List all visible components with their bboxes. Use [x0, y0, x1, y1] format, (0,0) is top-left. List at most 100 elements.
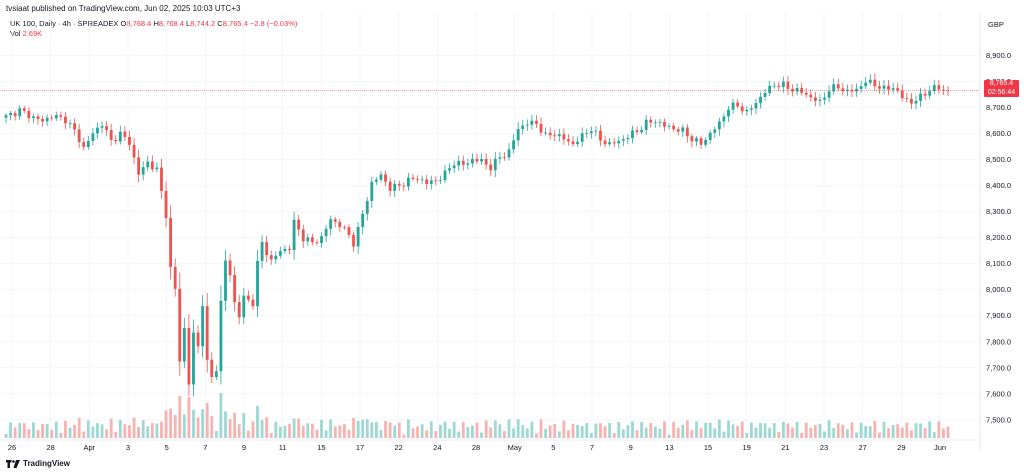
y-tick-label: 7,700.0 [986, 363, 1011, 372]
volume-bar [919, 423, 922, 438]
volume-legend[interactable]: Vol 2.69K [10, 29, 42, 38]
volume-bar [452, 421, 456, 438]
candle-body [233, 275, 237, 303]
candle-body [59, 115, 63, 117]
candle-body [379, 174, 383, 180]
candle-body [942, 89, 945, 91]
volume-bar [484, 420, 488, 438]
candle-body [672, 125, 676, 130]
x-tick-label: 22 [394, 443, 402, 452]
volume-bar [27, 429, 31, 438]
ohlc-open-value: 8,768.4 [126, 19, 152, 28]
volume-bar [256, 405, 259, 438]
candle-body [438, 179, 442, 181]
volume-bar [365, 419, 369, 438]
candle-body [626, 138, 630, 140]
candle-body [269, 255, 273, 260]
volume-bar [393, 425, 397, 438]
candle-body [818, 99, 822, 101]
candle-body [731, 102, 735, 110]
candle-body [571, 141, 575, 145]
candle-body [393, 183, 397, 191]
volume-bar [813, 425, 817, 438]
volume-bar [937, 421, 941, 438]
volume-bar [589, 432, 593, 438]
candle-body [429, 180, 433, 184]
volume-bar [731, 424, 735, 438]
currency-label[interactable]: GBP [988, 20, 1004, 29]
candle-body [809, 94, 813, 98]
candle-body [100, 126, 104, 128]
candle-body [150, 161, 154, 170]
candle-body [562, 134, 566, 140]
candle-body [118, 131, 122, 142]
volume-bar [932, 432, 936, 438]
candle-body [365, 200, 369, 214]
volume-bar [73, 424, 77, 438]
candle-body [164, 190, 168, 218]
candle-body [900, 90, 904, 99]
volume-bar [640, 422, 644, 438]
candle-body [484, 158, 488, 165]
candle-body [425, 179, 429, 184]
candle-body [548, 132, 552, 136]
candle-body [388, 181, 392, 191]
volume-bar [882, 421, 886, 438]
volume-bar [512, 428, 516, 438]
volume-bar [246, 430, 250, 438]
volume-bar [425, 430, 429, 438]
candle-body [251, 299, 255, 307]
volume-bar [352, 417, 355, 438]
y-tick-label: 8,200.0 [986, 233, 1011, 242]
volume-bar [315, 429, 319, 438]
candle-body [914, 100, 918, 104]
volume-bar [233, 412, 237, 438]
x-tick-label: Apr [83, 443, 95, 452]
volume-bar [841, 424, 845, 438]
candle-body [457, 160, 461, 166]
candle-body [763, 93, 767, 97]
candle-body [493, 158, 497, 171]
x-tick-label: 27 [858, 443, 866, 452]
volume-bar [859, 422, 863, 438]
candle-body [54, 115, 58, 119]
volume-bar [155, 423, 159, 438]
candle-body [105, 126, 109, 131]
candle-body [420, 179, 424, 181]
candle-body [374, 179, 378, 182]
candle-body [887, 85, 890, 90]
volume-bar [576, 424, 580, 438]
volume-bar [429, 421, 433, 438]
candle-body [246, 295, 250, 300]
volume-bar [466, 427, 470, 438]
candle-body [795, 88, 799, 92]
y-tick-label: 8,500.0 [986, 155, 1011, 164]
candle-body [160, 167, 163, 191]
candle-body [823, 97, 826, 100]
volume-bar [804, 422, 808, 438]
candle-body [557, 134, 561, 137]
volume-bar [530, 421, 534, 438]
last-price-tag: 8,765.4 02:56:44 [984, 80, 1019, 97]
candle-body [169, 217, 173, 267]
candle-body [77, 129, 81, 143]
volume-bar [274, 421, 278, 438]
candle-body [567, 139, 570, 142]
volume-bar [342, 423, 346, 438]
volume-bar [603, 426, 607, 438]
volume-bar [160, 421, 163, 438]
candle-body [137, 157, 141, 175]
candle-body [704, 139, 708, 145]
volume-bar [900, 427, 904, 438]
volume-bar [800, 432, 804, 438]
candle-body [859, 86, 863, 89]
symbol-legend[interactable]: UK 100, Daily · 4h · SPREADEX O8,768.4 H… [10, 19, 297, 28]
candle-body [717, 121, 721, 130]
tradingview-footer[interactable]: TradingView [6, 459, 70, 468]
volume-bar [242, 413, 246, 438]
candle-body [4, 115, 8, 118]
candle-body [329, 219, 333, 229]
volume-bar [320, 419, 323, 438]
candle-body [68, 123, 72, 124]
